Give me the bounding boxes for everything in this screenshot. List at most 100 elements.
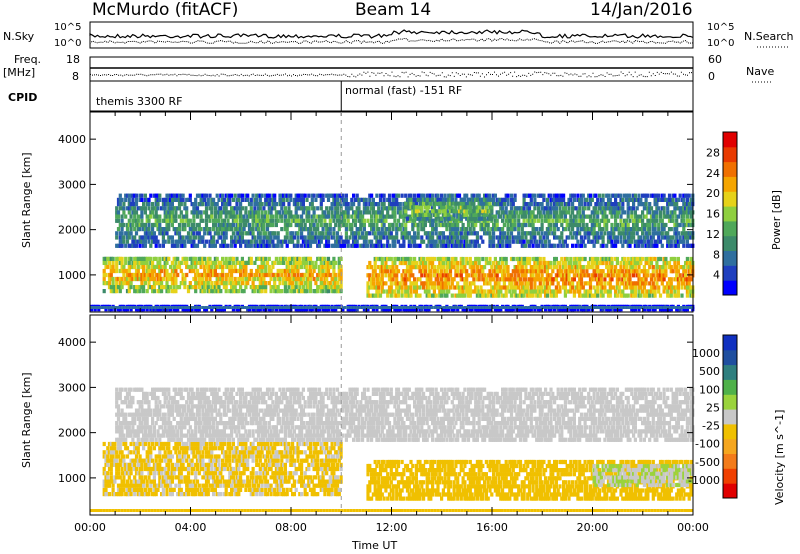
power-cell bbox=[583, 235, 587, 240]
power-cell bbox=[450, 231, 454, 236]
power-cell bbox=[553, 277, 557, 282]
power-cell bbox=[373, 293, 377, 298]
power-cell bbox=[513, 206, 517, 211]
power-cell bbox=[145, 256, 149, 261]
power-cell bbox=[447, 273, 451, 278]
power-cell bbox=[206, 285, 210, 290]
power-cell bbox=[344, 214, 348, 219]
power-cell bbox=[574, 218, 578, 223]
power-cell bbox=[149, 272, 153, 278]
power-cell bbox=[389, 206, 393, 211]
power-cell bbox=[122, 235, 126, 240]
power-cell bbox=[441, 222, 445, 228]
power-cell bbox=[204, 272, 209, 278]
power-cell bbox=[271, 264, 275, 270]
power-cell bbox=[488, 269, 492, 274]
power-cell bbox=[404, 209, 408, 214]
power-cell bbox=[484, 201, 488, 206]
power-cell bbox=[239, 272, 243, 278]
power-cell bbox=[538, 281, 542, 286]
power-cell bbox=[560, 197, 564, 202]
power-cell bbox=[395, 256, 399, 262]
power-cell bbox=[567, 235, 571, 240]
power-cell bbox=[472, 289, 476, 294]
power-cell bbox=[509, 285, 514, 290]
power-cell bbox=[161, 307, 165, 312]
power-cell bbox=[515, 293, 519, 298]
power-cell bbox=[497, 260, 501, 266]
power-cell bbox=[176, 264, 180, 270]
power-cell bbox=[554, 273, 558, 278]
power-cell bbox=[441, 231, 445, 236]
power-cell bbox=[657, 197, 661, 202]
power-cell bbox=[373, 243, 377, 248]
power-cell bbox=[608, 260, 612, 266]
power-cell bbox=[448, 193, 453, 198]
power-cell bbox=[267, 202, 271, 207]
power-cell bbox=[520, 269, 524, 274]
power-cell bbox=[161, 231, 165, 236]
power-cell bbox=[438, 201, 442, 206]
power-cell bbox=[364, 210, 368, 215]
power-cell bbox=[567, 202, 571, 207]
power-cell bbox=[513, 218, 517, 223]
power-cell bbox=[673, 256, 677, 262]
power-cell bbox=[378, 239, 383, 244]
power-heatmap-cells bbox=[90, 193, 695, 312]
power-cell bbox=[343, 210, 347, 215]
power-cell bbox=[127, 231, 131, 236]
power-cell bbox=[242, 264, 246, 270]
power-cell bbox=[233, 268, 237, 274]
power-cell bbox=[651, 222, 655, 228]
power-cell bbox=[682, 193, 686, 198]
power-cell bbox=[648, 239, 652, 244]
power-cell bbox=[522, 269, 526, 274]
power-cell bbox=[307, 256, 311, 261]
power-cell bbox=[319, 260, 323, 265]
power-cell bbox=[667, 235, 672, 240]
power-cell bbox=[149, 276, 153, 282]
power-cell bbox=[457, 273, 462, 278]
power-cell bbox=[567, 227, 571, 232]
power-cell bbox=[684, 206, 688, 211]
power-cell bbox=[535, 273, 539, 278]
power-cell bbox=[249, 256, 253, 261]
power-cell bbox=[389, 281, 393, 286]
power-cell bbox=[671, 210, 675, 215]
power-cell bbox=[217, 276, 221, 282]
power-cell bbox=[165, 276, 169, 282]
power-cell bbox=[177, 206, 182, 211]
power-cell bbox=[158, 276, 162, 282]
power-cell bbox=[504, 218, 508, 223]
power-cell bbox=[335, 231, 340, 236]
power-cell bbox=[138, 197, 142, 202]
power-cell bbox=[509, 293, 514, 298]
power-cell bbox=[391, 202, 395, 207]
power-cell bbox=[192, 218, 196, 223]
power-cell bbox=[579, 243, 584, 248]
power-cell bbox=[685, 235, 689, 240]
power-cell bbox=[368, 193, 372, 198]
power-cell bbox=[389, 214, 393, 219]
power-cell bbox=[477, 256, 481, 262]
power-cell bbox=[481, 277, 485, 282]
power-cell bbox=[447, 243, 451, 248]
power-cell bbox=[285, 222, 289, 228]
power-cell bbox=[194, 285, 198, 290]
power-cell bbox=[143, 197, 147, 202]
power-cell bbox=[402, 269, 406, 274]
power-cell bbox=[335, 281, 340, 286]
power-cell bbox=[628, 265, 632, 270]
power-cell bbox=[445, 235, 449, 240]
power-cell bbox=[127, 268, 131, 274]
power-cell bbox=[124, 193, 128, 198]
power-cell bbox=[195, 260, 200, 265]
power-cell bbox=[664, 269, 668, 274]
power-cell bbox=[398, 214, 402, 219]
cpid-segment-2: normal (fast) -151 RF bbox=[345, 84, 463, 97]
power-cell bbox=[129, 307, 133, 312]
power-cell bbox=[687, 202, 691, 207]
power-cell bbox=[468, 231, 472, 236]
power-cell bbox=[167, 218, 171, 223]
power-cell bbox=[558, 206, 562, 211]
